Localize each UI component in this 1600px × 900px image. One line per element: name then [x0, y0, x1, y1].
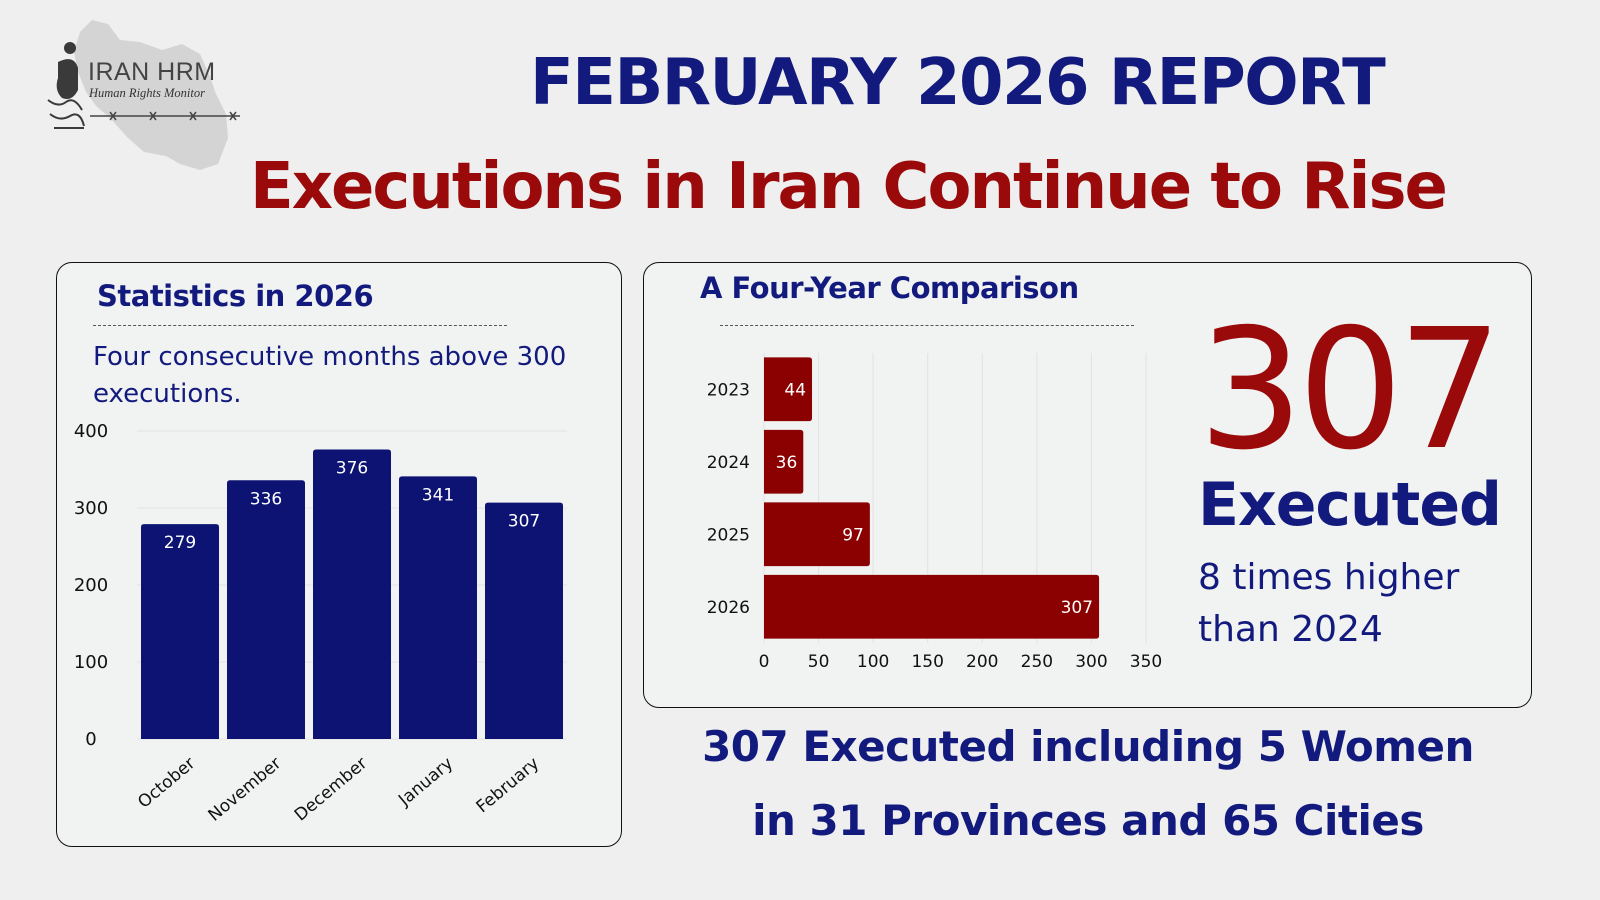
four-year-title: A Four-Year Comparison [700, 271, 1079, 305]
data-label: 36 [776, 453, 798, 473]
summary-line-1: 307 Executed including 5 Women [702, 722, 1474, 771]
x-tick-label: 150 [911, 652, 943, 672]
bar [485, 502, 563, 739]
data-label: 307 [1061, 598, 1093, 618]
logo: IRAN HRM Human Rights Monitor [40, 14, 240, 174]
x-tick-label: February [473, 754, 544, 818]
divider [93, 325, 507, 326]
four-year-panel: A Four-Year Comparison 0 50 100 150 200 250 30… [643, 262, 1532, 708]
monthly-stats-panel: Statistics in 2026 Four consecutive mont… [56, 262, 622, 847]
monthly-stats-title: Statistics in 2026 [97, 279, 374, 313]
y-tick-label: 400 [74, 421, 108, 442]
monthly-stats-note: Four consecutive months above 300 execut… [93, 342, 567, 409]
y-tick-label: 0 [85, 729, 96, 750]
x-tick-label: 350 [1130, 652, 1162, 672]
bar [313, 449, 391, 739]
x-tick-label: November [205, 754, 286, 826]
headline-label: Executed [1198, 470, 1502, 540]
y-tick-label: 100 [74, 652, 108, 673]
logo-name: IRAN HRM [88, 58, 216, 86]
logo-subtitle: Human Rights Monitor [89, 86, 205, 100]
bar [764, 574, 1100, 639]
x-tick-label: 0 [759, 652, 770, 672]
x-tick-label: 50 [808, 652, 830, 672]
data-label: 336 [250, 489, 282, 509]
x-tick-label: October [134, 754, 199, 813]
data-label: 279 [164, 533, 196, 553]
report-title: FEBRUARY 2026 REPORT [530, 46, 1386, 120]
report-subtitle: Executions in Iran Continue to Rise [250, 150, 1448, 224]
summary-line-2: in 31 Provinces and 65 Cities [752, 796, 1424, 845]
iran-map-icon [74, 20, 228, 170]
divider [720, 325, 1134, 326]
x-tick-label: 300 [1075, 652, 1107, 672]
y-tick-label: 2023 [707, 380, 750, 400]
yearly-comparison-chart: 0 50 100 150 200 250 300 350 44 2023 36 2024 97 2025 3… [707, 353, 1162, 672]
monthly-executions-chart: 0 100 200 300 400 279 October 336 November 376 Dec… [74, 421, 567, 826]
y-tick-label: 2025 [707, 525, 750, 545]
y-tick-label: 2024 [707, 453, 750, 473]
x-tick-label: 200 [966, 652, 998, 672]
x-tick-label: January [394, 754, 457, 811]
headline-note: 8 times higher than 2024 [1198, 557, 1460, 650]
headline-number: 307 [1198, 294, 1503, 487]
bar [764, 357, 813, 422]
data-label: 44 [784, 380, 806, 400]
data-label: 341 [422, 485, 454, 505]
x-tick-label: 250 [1021, 652, 1053, 672]
x-tick-label: December [291, 754, 371, 826]
data-label: 307 [508, 512, 540, 532]
y-tick-label: 300 [74, 498, 108, 519]
bar [764, 429, 804, 494]
bar [141, 524, 219, 739]
data-label: 376 [336, 458, 368, 478]
x-tick-label: 100 [857, 652, 889, 672]
bar [399, 476, 477, 739]
bar [227, 480, 305, 739]
hand-barbed-wire-icon [47, 42, 85, 129]
y-tick-label: 2026 [707, 598, 750, 618]
barbed-wire-icon [90, 111, 240, 121]
bar [764, 502, 870, 567]
data-label: 97 [842, 525, 864, 545]
y-tick-label: 200 [74, 575, 108, 596]
